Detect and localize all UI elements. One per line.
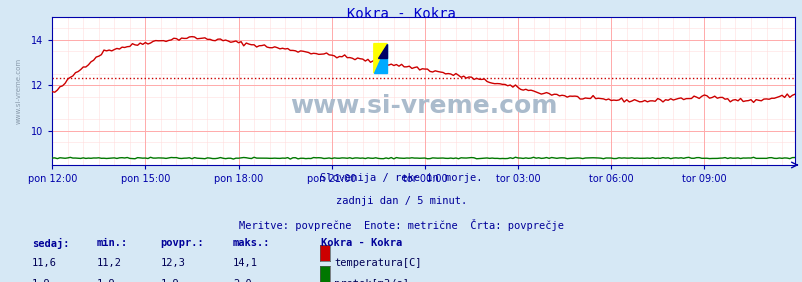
Text: Kokra - Kokra: Kokra - Kokra bbox=[346, 7, 456, 21]
Text: 1,9: 1,9 bbox=[160, 279, 179, 282]
Text: www.si-vreme.com: www.si-vreme.com bbox=[290, 94, 557, 118]
Text: pretok[m3/s]: pretok[m3/s] bbox=[334, 279, 408, 282]
Polygon shape bbox=[378, 44, 387, 58]
Text: maks.:: maks.: bbox=[233, 238, 270, 248]
Text: www.si-vreme.com: www.si-vreme.com bbox=[16, 58, 22, 124]
Text: 1,9: 1,9 bbox=[96, 279, 115, 282]
Text: Slovenija / reke in morje.: Slovenija / reke in morje. bbox=[320, 173, 482, 183]
Text: temperatura[C]: temperatura[C] bbox=[334, 258, 421, 268]
Text: zadnji dan / 5 minut.: zadnji dan / 5 minut. bbox=[335, 196, 467, 206]
Text: sedaj:: sedaj: bbox=[32, 238, 70, 249]
Text: 11,6: 11,6 bbox=[32, 258, 57, 268]
Polygon shape bbox=[374, 44, 387, 73]
Text: 14,1: 14,1 bbox=[233, 258, 257, 268]
Text: povpr.:: povpr.: bbox=[160, 238, 204, 248]
Text: min.:: min.: bbox=[96, 238, 128, 248]
Polygon shape bbox=[374, 44, 387, 73]
Text: 1,9: 1,9 bbox=[32, 279, 51, 282]
Text: 11,2: 11,2 bbox=[96, 258, 121, 268]
Text: 2,0: 2,0 bbox=[233, 279, 251, 282]
Text: 12,3: 12,3 bbox=[160, 258, 185, 268]
Text: Kokra - Kokra: Kokra - Kokra bbox=[321, 238, 402, 248]
Text: Meritve: povprečne  Enote: metrične  Črta: povprečje: Meritve: povprečne Enote: metrične Črta:… bbox=[239, 219, 563, 231]
